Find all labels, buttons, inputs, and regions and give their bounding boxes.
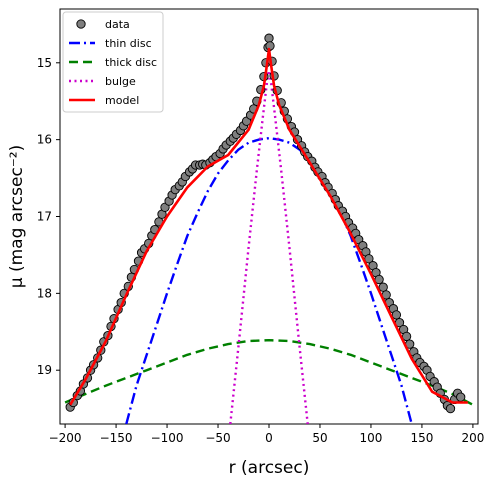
data-point xyxy=(445,403,456,414)
x-tick-label: −150 xyxy=(100,431,133,445)
data-point xyxy=(401,331,412,342)
x-tick-label: 100 xyxy=(359,431,382,445)
y-tick-label: 15 xyxy=(37,56,52,70)
x-tick-label: −100 xyxy=(151,431,184,445)
data-point xyxy=(456,392,466,402)
data-point xyxy=(264,33,274,43)
x-tick-label: 150 xyxy=(410,431,433,445)
y-tick-label: 18 xyxy=(37,286,52,300)
legend-label: thin disc xyxy=(105,37,152,50)
x-axis-label: r (arcsec) xyxy=(229,458,310,478)
legend-box xyxy=(62,11,164,113)
y-tick-label: 19 xyxy=(37,363,52,377)
legend-label: thick disc xyxy=(105,56,157,69)
x-tick-label: 200 xyxy=(461,431,484,445)
legend-label: model xyxy=(105,94,139,107)
y-tick-label: 17 xyxy=(37,210,52,224)
legend-marker xyxy=(76,19,86,29)
legend-label: data xyxy=(105,18,130,31)
ticks-layer: −200 −150 −100 −50 0 50 100 150 200 15 16 17 18 19 xyxy=(37,56,485,445)
legend-item: model xyxy=(69,94,139,107)
data-point xyxy=(391,310,402,320)
data-point xyxy=(378,282,388,292)
series-line-model xyxy=(69,47,468,406)
series-line-thick-disc xyxy=(64,339,474,406)
x-tick-label: 50 xyxy=(312,431,327,445)
series-line-bulge xyxy=(229,69,309,424)
series-layer xyxy=(64,33,474,424)
x-tick-label: 0 xyxy=(265,431,273,445)
series-line-thin-disc xyxy=(125,136,413,424)
legend-item: bulge xyxy=(69,75,136,88)
y-tick-label: 16 xyxy=(37,133,52,147)
y-axis-label: μ (mag arcsec⁻²) xyxy=(7,145,27,289)
legend-item: data xyxy=(76,18,130,31)
legend-item: thick disc xyxy=(69,56,157,69)
legend-item: thin disc xyxy=(69,37,152,50)
legend: data thin disc thick disc bulge model xyxy=(62,11,164,113)
x-tick-label: −200 xyxy=(49,431,82,445)
x-tick-label: −50 xyxy=(205,431,230,445)
legend-label: bulge xyxy=(105,75,136,88)
